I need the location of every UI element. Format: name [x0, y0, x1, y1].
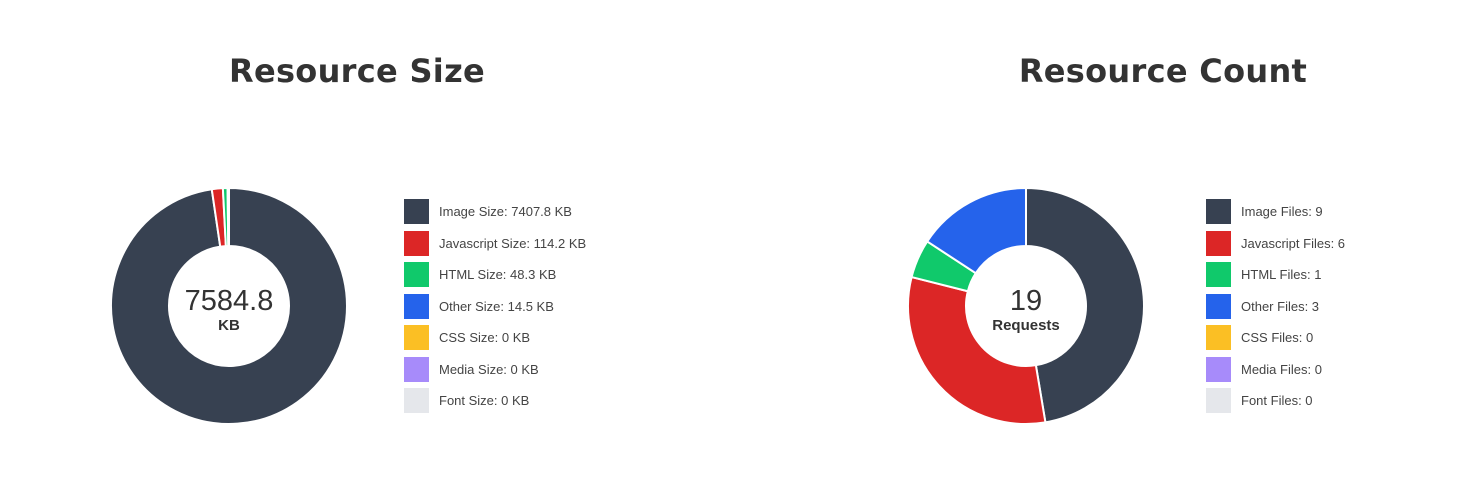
chart-legend: Image Size: 7407.8 KB Javascript Size: 11… — [404, 196, 586, 417]
total-value: 7584.8 — [184, 285, 274, 317]
legend-swatch-icon — [1206, 388, 1231, 414]
resource-size-panel: Resource Size 7584.8 KB Image Size: 7407… — [110, 52, 586, 425]
legend-item[interactable]: Other Size: 14.5 KB — [404, 291, 586, 323]
legend-label: Font Files: 0 — [1241, 393, 1313, 409]
legend-item[interactable]: Image Files: 9 — [1206, 196, 1345, 228]
legend-swatch-icon — [404, 388, 429, 414]
legend-swatch-icon — [404, 356, 429, 382]
legend-label: CSS Size: 0 KB — [439, 330, 531, 346]
legend-label: HTML Files: 1 — [1241, 267, 1322, 283]
resource-count-panel: Resource Count 19 Requests Image Files: … — [738, 0, 1476, 492]
legend-label: Javascript Files: 6 — [1241, 235, 1346, 251]
total-unit: Requests — [992, 317, 1060, 334]
legend-item[interactable]: HTML Files: 1 — [1206, 259, 1345, 291]
legend-item[interactable]: CSS Files: 0 — [1206, 322, 1345, 354]
legend-label: CSS Files: 0 — [1241, 330, 1314, 346]
donut-slice-javascript[interactable] — [907, 275, 1047, 425]
legend-swatch-icon — [404, 199, 429, 225]
total-unit: KB — [218, 317, 240, 334]
legend-swatch-icon — [1206, 199, 1231, 225]
legend-label: HTML Size: 48.3 KB — [439, 267, 557, 283]
chart-title: Resource Size — [229, 52, 485, 90]
legend-swatch-icon — [404, 262, 429, 288]
legend-item[interactable]: Other Files: 3 — [1206, 291, 1345, 323]
legend-item[interactable]: HTML Size: 48.3 KB — [404, 259, 586, 291]
legend-swatch-icon — [1206, 356, 1231, 382]
legend-swatch-icon — [404, 325, 429, 351]
donut-slice-other[interactable] — [226, 186, 230, 248]
legend-item[interactable]: Image Size: 7407.8 KB — [404, 196, 586, 228]
legend-swatch-icon — [404, 293, 429, 319]
legend-label: Media Files: 0 — [1241, 361, 1322, 377]
total-value: 19 — [1009, 285, 1043, 317]
legend-label: Font Size: 0 KB — [439, 393, 530, 409]
legend-swatch-icon — [1206, 230, 1231, 256]
legend-item[interactable]: Media Size: 0 KB — [404, 354, 586, 386]
legend-label: Media Size: 0 KB — [439, 361, 539, 377]
legend-swatch-icon — [1206, 262, 1231, 288]
legend-swatch-icon — [404, 230, 429, 256]
legend-swatch-icon — [1206, 293, 1231, 319]
chart-title: Resource Count — [1018, 52, 1308, 90]
legend-label: Javascript Size: 114.2 KB — [439, 235, 587, 251]
donut-slice-image[interactable] — [1025, 186, 1145, 424]
chart-legend: Image Files: 9 Javascript Files: 6 HTML Fi… — [1206, 196, 1345, 417]
donut-chart — [110, 186, 348, 425]
legend-label: Image Files: 9 — [1241, 204, 1323, 220]
legend-label: Image Size: 7407.8 KB — [439, 204, 572, 220]
donut-center-label: 19 Requests — [992, 285, 1060, 335]
legend-label: Other Files: 3 — [1241, 298, 1320, 314]
legend-item[interactable]: Javascript Files: 6 — [1206, 228, 1345, 260]
donut-slice-image[interactable] — [110, 186, 348, 425]
donut-chart — [907, 186, 1145, 425]
donut-center-label: 7584.8 KB — [184, 285, 274, 335]
donut-slice-other[interactable] — [925, 186, 1027, 275]
legend-label: Other Size: 14.5 KB — [439, 298, 554, 314]
legend-swatch-icon — [1206, 325, 1231, 351]
legend-item[interactable]: CSS Size: 0 KB — [404, 322, 586, 354]
legend-item[interactable]: Javascript Size: 114.2 KB — [404, 228, 586, 260]
legend-item[interactable]: Font Files: 0 — [1206, 385, 1345, 417]
legend-item[interactable]: Font Size: 0 KB — [404, 385, 586, 417]
legend-item[interactable]: Media Files: 0 — [1206, 354, 1345, 386]
